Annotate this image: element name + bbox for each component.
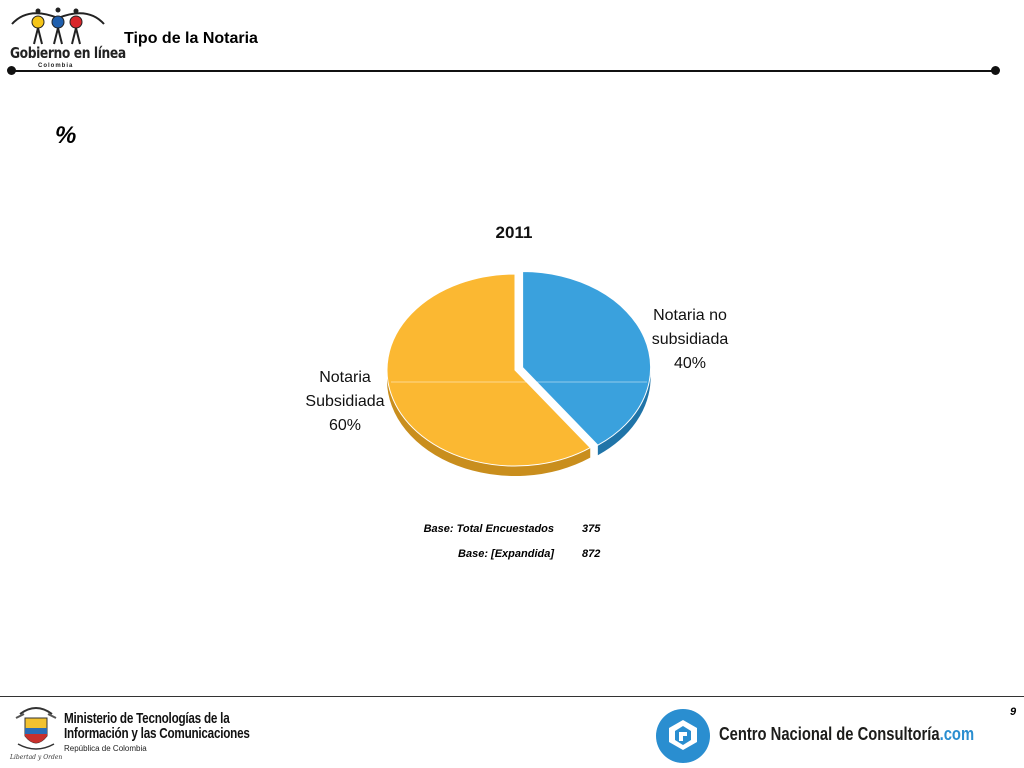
- gel-people-icon: [11, 7, 105, 45]
- footer-divider: [0, 696, 1024, 697]
- ministry-name-line1: Ministerio de Tecnologías de la: [64, 710, 230, 727]
- pie-slice-0: [386, 273, 592, 467]
- pie-label-0-line-1: Notaria: [319, 369, 371, 386]
- cnc-emblem-icon: [656, 709, 710, 763]
- cnc-name: Centro Nacional de Consultoría.com: [719, 724, 974, 745]
- cnc-name-main: Centro Nacional de Consultoría: [719, 724, 940, 744]
- base-table: Base: Total Encuestados 375 Base: [Expan…: [380, 516, 614, 566]
- pie-chart: 2011 Notaria Subsidiada 60% Notaria no subsi…: [305, 223, 728, 476]
- pie-label-0-line-3: 60%: [329, 417, 361, 434]
- base-expanded-label: Base: [Expandida]: [458, 547, 554, 560]
- base-total-label: Base: Total Encuestados: [423, 522, 554, 535]
- gobierno-en-linea-logo: Gobierno en línea Colombia: [8, 4, 126, 69]
- pie-slices: [386, 271, 652, 476]
- pie-label-0-line-2: Subsidiada: [305, 393, 384, 410]
- ministry-name-line2: Información y las Comunicaciones: [64, 725, 250, 742]
- gel-logo-country: Colombia: [38, 63, 74, 69]
- pie-label-1-line-2: subsidiada: [652, 331, 729, 348]
- base-total-value: 375: [582, 522, 601, 535]
- pie-label-1-line-3: 40%: [674, 355, 706, 372]
- pie-slice-side-0-0: [387, 370, 591, 476]
- ministry-republic: República de Colombia: [64, 744, 147, 753]
- cnc-name-domain: .com: [939, 724, 975, 744]
- base-row-total: Base: Total Encuestados 375: [380, 516, 614, 541]
- header-divider-right-dot: [991, 66, 1000, 75]
- slide-title: Tipo de la Notaria: [124, 30, 258, 47]
- base-row-expanded: Base: [Expandida] 872: [380, 541, 614, 566]
- chart-title: 2011: [496, 223, 533, 242]
- pie-slice-1: [522, 271, 652, 446]
- base-expanded-value: 872: [582, 547, 601, 560]
- pie-label-1-line-1: Notaria no: [653, 307, 727, 324]
- page-number: 9: [1010, 706, 1017, 718]
- ministry-motto: Libertad y Orden: [10, 754, 63, 761]
- ministry-logo: Libertad y Orden Ministerio de Tecnologí…: [10, 702, 250, 764]
- header-divider-left-dot: [7, 66, 16, 75]
- header-divider: [12, 70, 996, 72]
- percent-symbol: %: [55, 122, 77, 149]
- pie-slice-side-1-0: [597, 367, 651, 456]
- pie-labels: Notaria Subsidiada 60% Notaria no subsidiada…: [305, 307, 728, 434]
- gel-logo-name: Gobierno en línea: [10, 44, 126, 62]
- coat-of-arms-icon: [15, 707, 57, 750]
- cnc-logo: Centro Nacional de Consultoría.com: [655, 706, 975, 764]
